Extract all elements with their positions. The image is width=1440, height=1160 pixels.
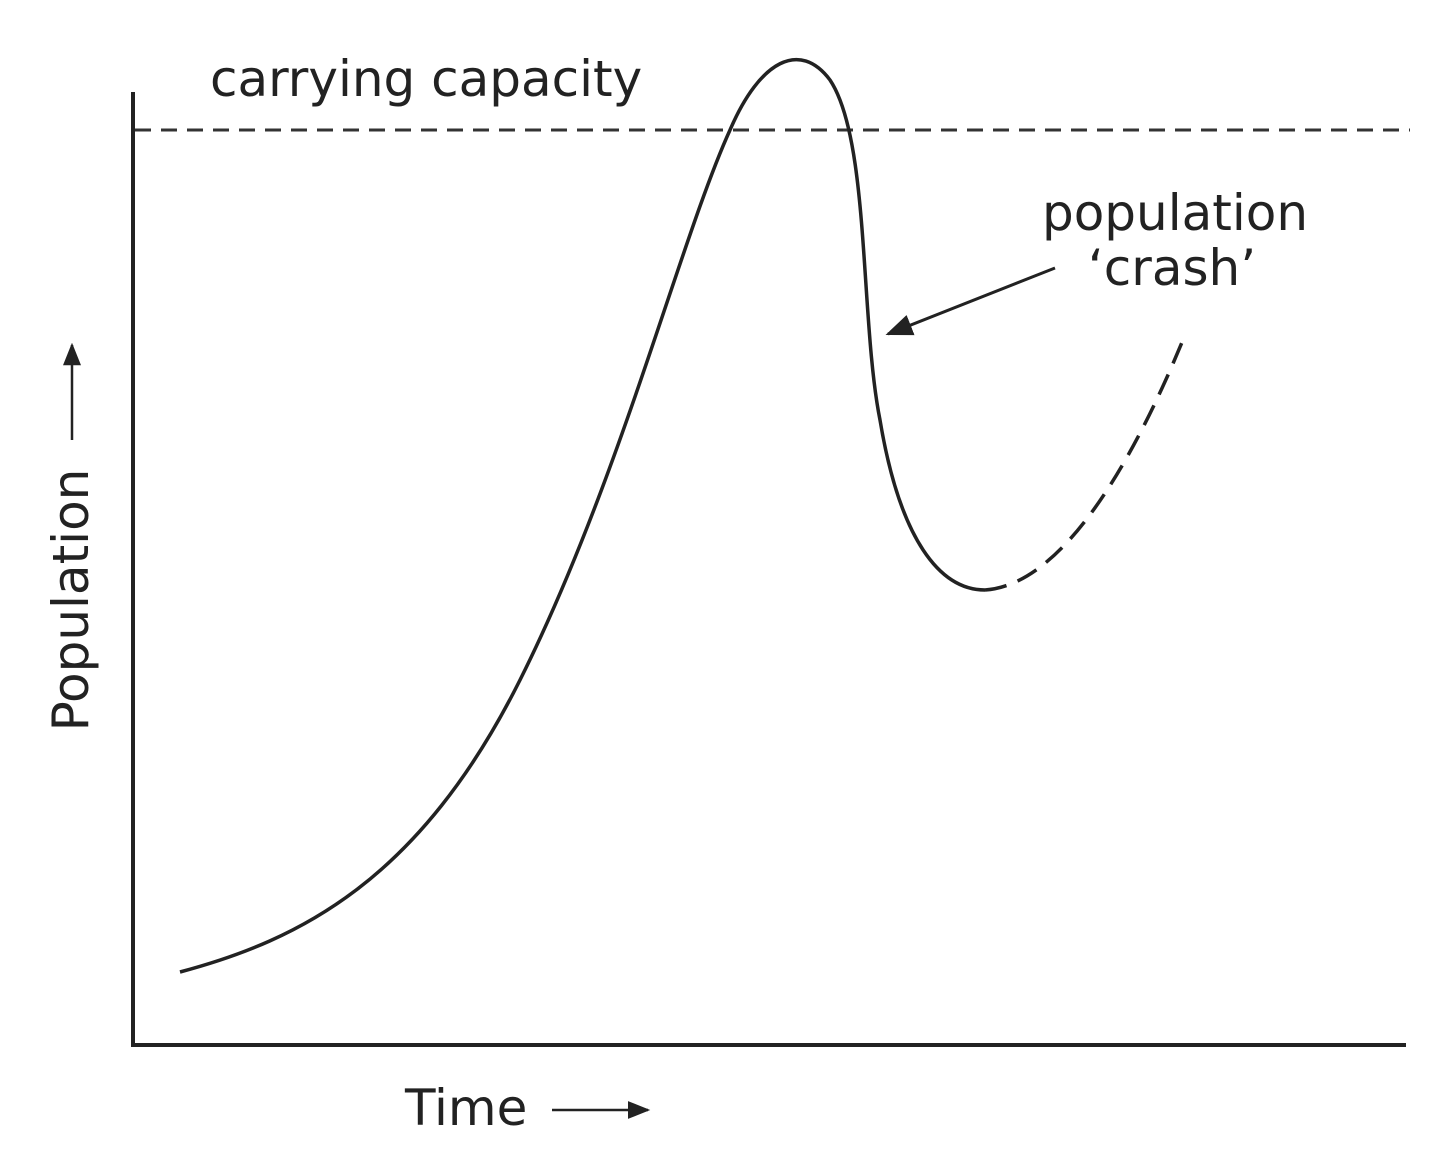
- y-axis-label: Population: [42, 469, 100, 732]
- population-curve: [179, 57, 986, 974]
- carrying-capacity-label: carrying capacity: [210, 50, 642, 108]
- x-axis-label: Time: [404, 1079, 527, 1137]
- recovery-curve: [984, 334, 1187, 592]
- crash-label: ‘crash’: [1088, 239, 1256, 297]
- crash-arrow: [885, 266, 1056, 336]
- crash-label: population: [1042, 184, 1308, 242]
